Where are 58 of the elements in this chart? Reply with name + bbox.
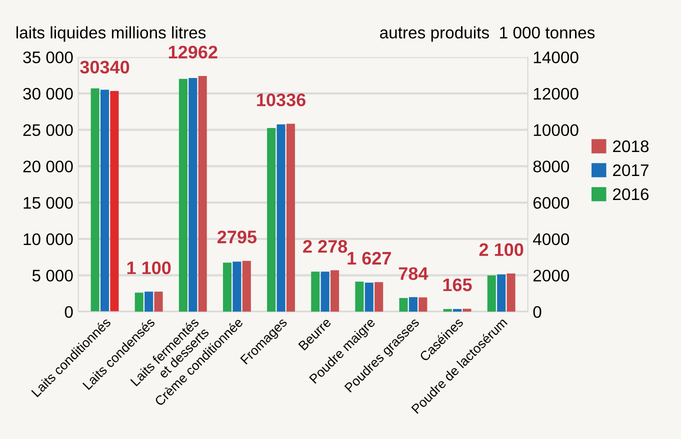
data-label: 784 <box>398 267 428 280</box>
bar <box>286 124 295 312</box>
bar <box>188 78 198 312</box>
bar <box>506 273 516 312</box>
bar <box>222 262 232 312</box>
data-label: 2795 <box>217 230 257 244</box>
legend-label: 2018 <box>613 140 649 152</box>
bar <box>178 78 188 312</box>
bar <box>487 275 496 312</box>
bar <box>399 298 408 312</box>
data-label: 165 <box>443 278 472 292</box>
bar <box>311 272 320 312</box>
y2-tick-label: 4000 <box>533 233 570 246</box>
bar <box>462 308 472 312</box>
y-tick-label: 20 000 <box>23 160 73 172</box>
bar <box>364 282 374 312</box>
data-label: 1 100 <box>127 261 171 274</box>
data-label: 1 627 <box>348 252 391 265</box>
legend-label: 2016 <box>613 188 649 200</box>
y-axis-title: laits liquides millions litres <box>16 26 206 42</box>
y2-axis-title: autres produits 1 000 tonnes <box>380 26 595 42</box>
bar <box>154 292 163 312</box>
bar <box>267 128 276 312</box>
bar <box>443 308 452 312</box>
data-label: 2 100 <box>479 243 524 256</box>
bar <box>232 262 242 312</box>
y-tick-label: 25 000 <box>23 124 73 136</box>
bar <box>453 308 462 312</box>
y-tick-label: 0 <box>64 306 73 318</box>
y2-tick-label: 14000 <box>534 51 578 64</box>
y2-tick-label: 10000 <box>534 124 578 136</box>
bar <box>355 282 364 312</box>
y-tick-label: 10 000 <box>24 233 73 246</box>
y2-tick-label: 2000 <box>533 270 570 282</box>
data-label: 10336 <box>257 93 306 106</box>
y-tick-label: 5 000 <box>32 270 73 282</box>
bar <box>497 274 506 312</box>
y2-tick-label: 6000 <box>533 196 570 209</box>
data-label: 30340 <box>80 60 130 74</box>
bar <box>374 282 384 312</box>
bar <box>242 260 251 312</box>
y2-tick-label: 0 <box>533 306 542 318</box>
bar <box>320 272 330 312</box>
y-tick-label: 35 000 <box>23 51 73 64</box>
bar <box>198 76 207 312</box>
bar <box>418 297 428 312</box>
bar <box>408 297 418 312</box>
y-tick-label: 30 000 <box>23 88 73 100</box>
bar <box>276 124 286 312</box>
y2-tick-label: 12000 <box>534 88 578 100</box>
data-label: 12962 <box>168 46 218 58</box>
legend-label: 2017 <box>613 164 648 176</box>
bar <box>134 292 144 312</box>
y-tick-label: 15 000 <box>24 196 73 209</box>
data-label: 2 278 <box>303 240 348 253</box>
bar <box>330 270 340 312</box>
bar <box>144 292 154 312</box>
y2-tick-label: 8000 <box>533 160 570 172</box>
